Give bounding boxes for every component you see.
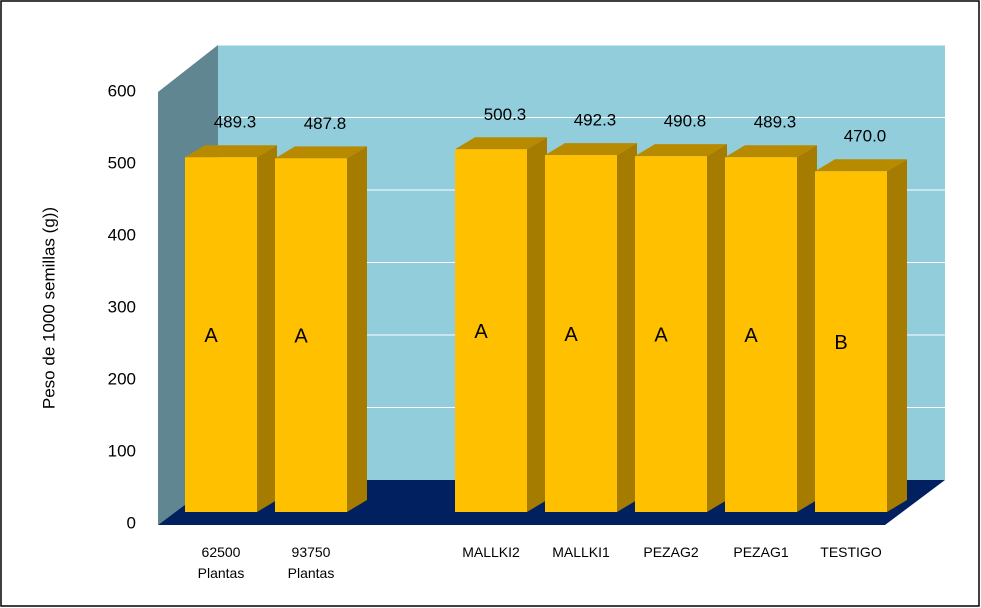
bar-letter: B [834,332,847,354]
y-tick-label: 0 [127,513,136,532]
y-tick-label: 400 [108,225,136,244]
data-label: 489.3 [214,113,257,132]
y-axis-label: Peso de 1000 semillas (g)) [39,207,58,409]
bar [185,157,257,512]
bar-letter: A [744,325,758,347]
data-label: 500.3 [484,105,527,124]
x-tick-label: 93750 Plantas [287,544,335,581]
data-label: 492.3 [574,111,617,130]
y-tick-label: 500 [108,153,136,172]
bar-side [707,144,727,513]
bar-top [185,145,277,158]
bar-letter: A [294,325,308,347]
bar-top [815,159,907,172]
bar-top [635,144,727,157]
bar-side [887,159,907,512]
bar-side [347,146,367,512]
bar-top [725,145,817,158]
bar-letter: A [204,325,218,347]
x-tick-label: MALLKI2 [462,544,520,560]
bar [725,157,797,512]
x-tick-label: PEZAG2 [643,544,699,560]
data-label: 490.8 [664,112,707,131]
y-tick-label: 100 [108,441,136,460]
y-tick-label: 600 [108,81,136,100]
x-tick-label: TESTIGO [820,544,882,560]
bar [275,158,347,512]
x-tick-label: MALLKI1 [552,544,610,560]
bar-letter: A [654,324,668,346]
bar-side [527,137,547,512]
bar [635,156,707,513]
bar-side [617,143,637,512]
bar-top [275,146,367,159]
bar-top [455,137,547,150]
bar [815,171,887,512]
x-tick-label: 62500 Plantas [197,544,245,581]
y-tick-label: 200 [108,369,136,388]
bar-letter: A [474,321,488,343]
bar-side [797,145,817,512]
bar [455,149,527,512]
bar-letter: A [564,324,578,346]
bar-top [545,143,637,156]
data-label: 489.3 [754,113,797,132]
bar [545,155,617,512]
bar-side [257,145,277,512]
data-label: 487.8 [304,114,347,133]
data-label: 470.0 [844,127,887,146]
x-tick-label: PEZAG1 [733,544,789,560]
y-tick-label: 300 [108,297,136,316]
